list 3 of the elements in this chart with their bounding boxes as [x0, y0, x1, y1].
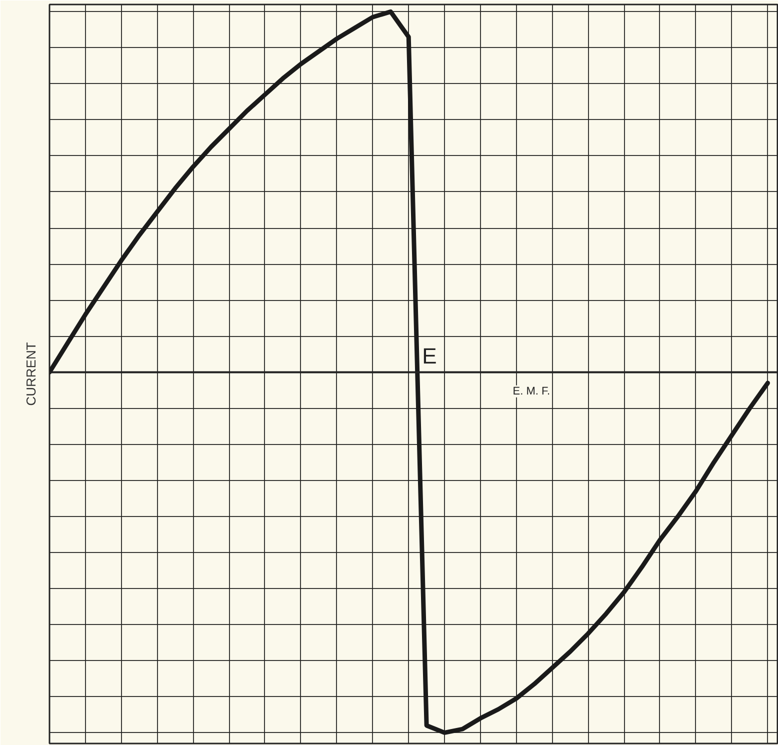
annotation: E	[422, 344, 437, 369]
annotation: E. M. F.	[512, 385, 550, 398]
y-axis-title: CURRENT	[24, 342, 38, 406]
